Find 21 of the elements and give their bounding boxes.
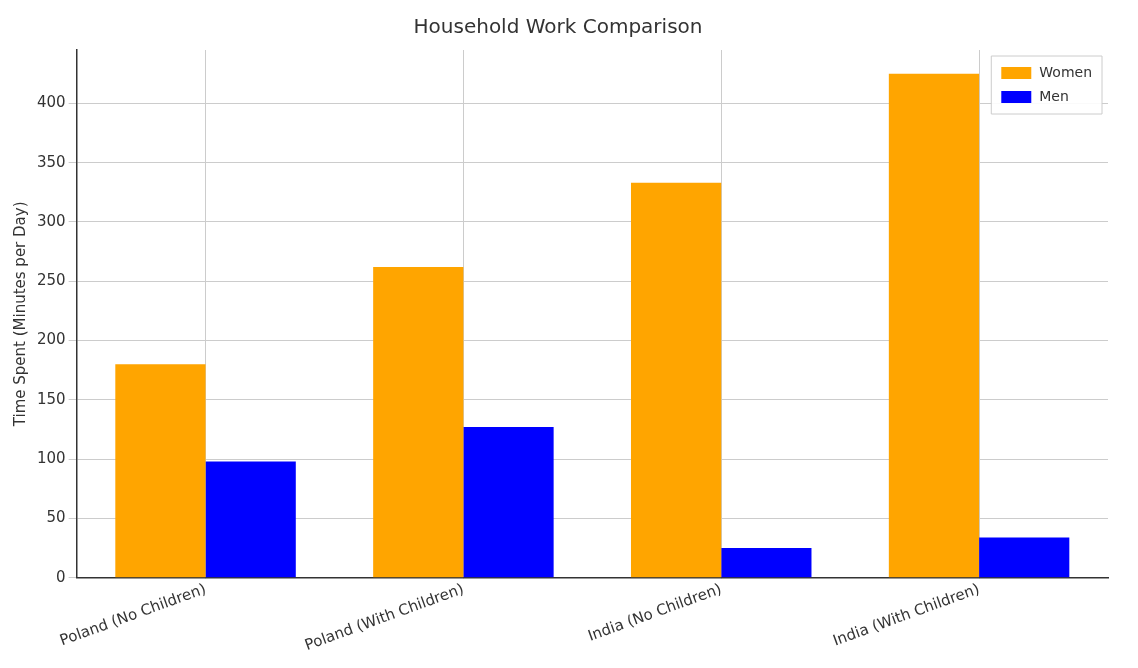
y-tick-label: 0 bbox=[56, 567, 66, 586]
y-tick-label: 200 bbox=[36, 330, 66, 349]
bar bbox=[979, 537, 1070, 578]
bar bbox=[888, 73, 980, 578]
legend-label: Women bbox=[1039, 63, 1093, 80]
y-tick-label: 150 bbox=[36, 389, 66, 408]
y-tick-label: 250 bbox=[36, 271, 66, 290]
bar bbox=[721, 548, 812, 578]
bar bbox=[630, 182, 722, 578]
bar bbox=[373, 267, 464, 578]
bar bbox=[115, 364, 206, 578]
y-axis-title: Time Spent (Minutes per Day) bbox=[10, 201, 29, 428]
y-tick-label: 300 bbox=[36, 211, 66, 230]
chart-title: Household Work Comparison bbox=[413, 14, 703, 39]
y-tick-label: 50 bbox=[46, 508, 66, 527]
y-tick-label: 400 bbox=[36, 93, 66, 112]
y-tick-label: 350 bbox=[36, 152, 66, 171]
bar bbox=[205, 461, 296, 578]
legend-label: Men bbox=[1039, 87, 1069, 104]
bar bbox=[463, 427, 554, 578]
y-tick-label: 100 bbox=[36, 449, 66, 468]
